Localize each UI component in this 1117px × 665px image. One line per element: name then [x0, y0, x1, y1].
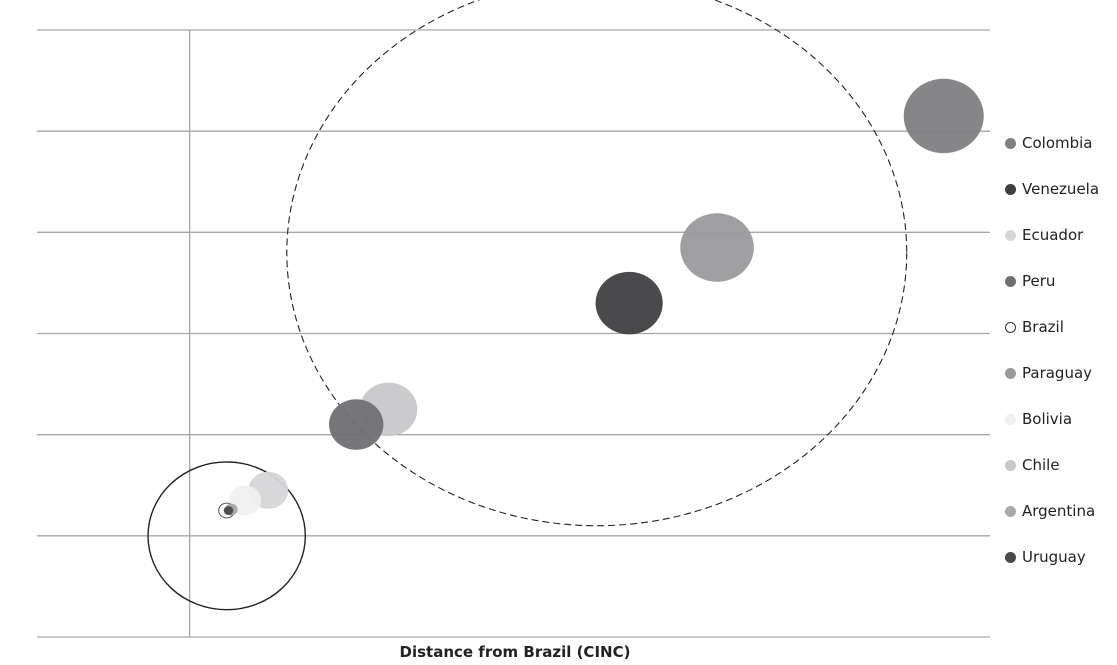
legend-label: Paraguay [1022, 364, 1093, 382]
bubble-paraguay [680, 213, 754, 282]
legend-label: Uruguay [1022, 548, 1086, 566]
legend-label: Ecuador [1022, 226, 1084, 244]
legend-label: Chile [1022, 456, 1060, 474]
legend-swatch [1005, 459, 1016, 471]
legend-label: Brazil [1022, 318, 1064, 336]
legend-label: Colombia [1022, 134, 1093, 152]
cluster-outline-dashed [286, 0, 908, 527]
bubble-venezuela [595, 271, 663, 335]
legend-swatch [1005, 321, 1016, 333]
legend-swatch [1005, 505, 1016, 517]
legend-swatch [1005, 275, 1016, 287]
legend: Colombia Venezuela Ecuador Peru Brazil Paragu… [1005, 120, 1117, 580]
legend-item-venezuela: Venezuela [1005, 166, 1117, 212]
legend-item-chile: Chile [1005, 442, 1117, 488]
legend-item-colombia: Colombia [1005, 120, 1117, 166]
x-axis-label: Distance from Brazil (CINC) [399, 643, 631, 661]
bubble-peru [329, 399, 384, 450]
cluster-outline-solid [147, 461, 307, 611]
legend-swatch [1005, 229, 1016, 241]
legend-item-bolivia: Bolivia [1005, 396, 1117, 442]
legend-label: Argentina [1022, 502, 1096, 520]
legend-item-ecuador: Ecuador [1005, 212, 1117, 258]
legend-swatch [1005, 137, 1016, 149]
legend-item-paraguay: Paraguay [1005, 350, 1117, 396]
legend-label: Venezuela [1022, 180, 1100, 198]
legend-swatch [1005, 551, 1016, 563]
legend-swatch [1005, 413, 1016, 425]
legend-swatch [1005, 183, 1016, 195]
bubble-uruguay [223, 506, 234, 516]
legend-item-argentina: Argentina [1005, 488, 1117, 534]
legend-item-peru: Peru [1005, 258, 1117, 304]
bubble-colombia [903, 78, 984, 154]
legend-label: Peru [1022, 272, 1056, 290]
legend-label: Bolivia [1022, 410, 1073, 428]
legend-item-uruguay: Uruguay [1005, 534, 1117, 580]
legend-swatch [1005, 367, 1016, 379]
legend-item-brazil: Brazil [1005, 304, 1117, 350]
